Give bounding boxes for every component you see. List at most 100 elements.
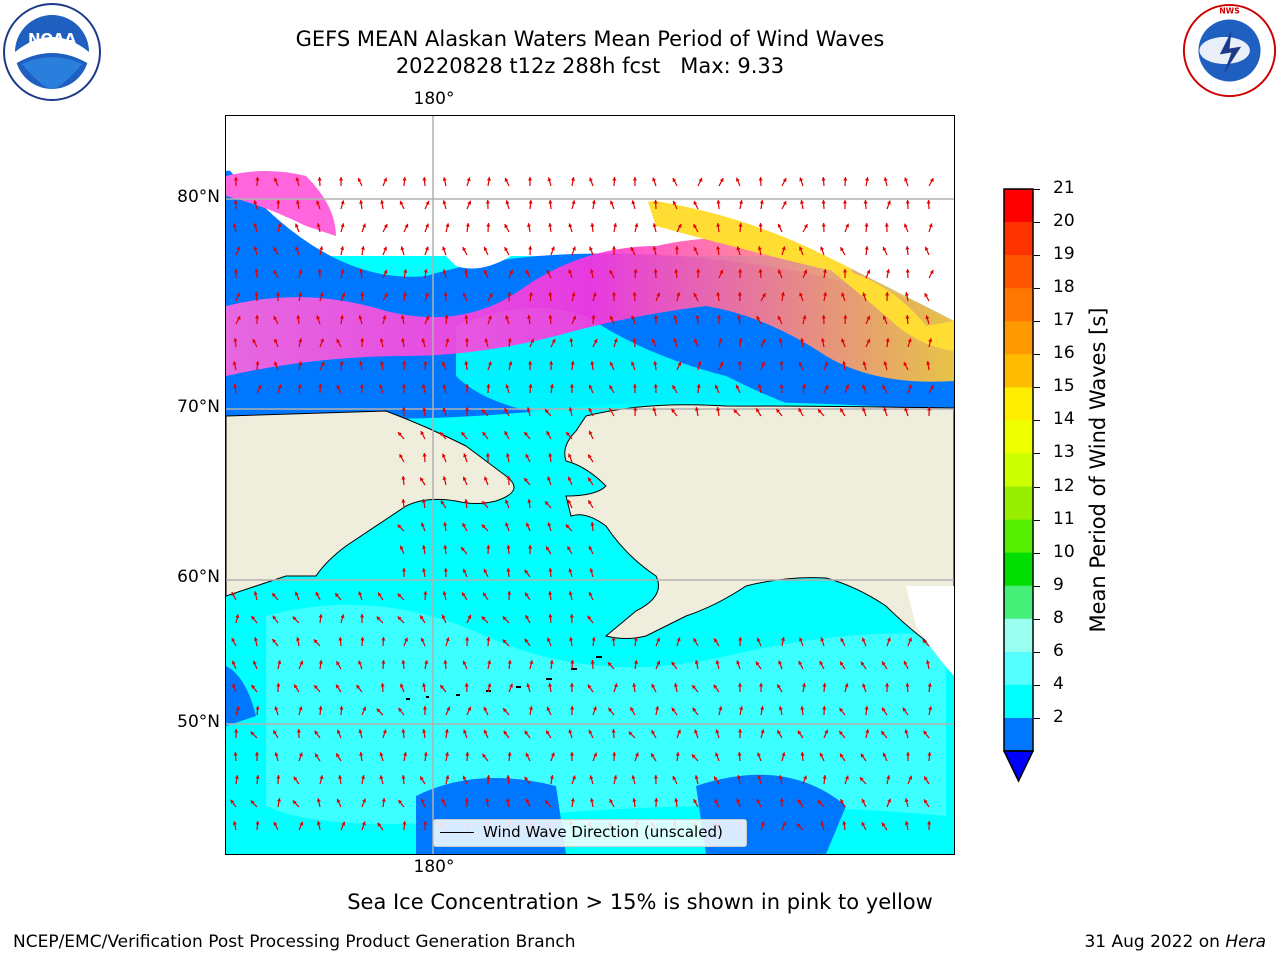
wave-arrow-head (840, 638, 845, 643)
wave-arrow-head (252, 660, 257, 665)
wave-arrow-head (782, 201, 787, 205)
colorbar-segment (1004, 222, 1033, 256)
wave-arrow-head (483, 269, 488, 274)
wave-arrow-head (801, 384, 807, 388)
wave-arrow-head (631, 361, 635, 366)
wave-arrow-head (509, 269, 514, 274)
wave-arrow-head (613, 223, 618, 227)
wave-arrow-head (882, 385, 887, 390)
wave-arrow-head (613, 338, 618, 343)
wave-arrow-head (716, 246, 721, 250)
wave-arrow-head (778, 660, 783, 665)
wave-arrow-head (715, 660, 720, 665)
wave-arrow-head (904, 729, 909, 734)
wave-arrow-head (548, 200, 553, 204)
colorbar-segment (1004, 387, 1033, 421)
wave-arrow-head (339, 361, 344, 365)
wave-arrow-head (839, 753, 844, 758)
wave-arrow-head (526, 407, 531, 412)
wave-arrow-head (570, 361, 575, 365)
colorbar-frame (1003, 188, 1034, 752)
wave-arrow-head (739, 706, 744, 710)
wave-arrow-head (401, 775, 406, 779)
wave-arrow-head (671, 661, 676, 666)
wave-arrow-head (737, 361, 742, 365)
wave-arrow-head (633, 637, 638, 641)
wave-arrow-head (799, 246, 803, 251)
wave-arrow-head (589, 775, 594, 780)
wave-arrow-head (505, 522, 510, 527)
wave-arrow-head (859, 777, 864, 782)
wave-arrow-head (524, 638, 529, 643)
wave-arrow-head (462, 292, 467, 297)
wave-arrow-head (676, 292, 681, 297)
wave-arrow-head (569, 637, 574, 641)
colorbar-segment (1004, 321, 1033, 355)
wave-arrow-head (840, 408, 844, 413)
wave-arrow-head (464, 499, 469, 503)
wave-arrow-head (738, 338, 743, 342)
wave-arrow-head (738, 223, 743, 227)
wave-arrow-head (404, 223, 409, 228)
wave-arrow-head (714, 384, 719, 389)
wave-arrow-head (820, 637, 825, 642)
wave-arrow-head (403, 269, 408, 274)
wave-arrow-head (761, 293, 766, 298)
wave-arrow-head (253, 223, 258, 228)
wave-arrow-head (382, 315, 387, 320)
wave-arrow-head (444, 729, 449, 733)
wave-arrow-head (798, 661, 803, 666)
wave-arrow-head (401, 476, 406, 480)
wave-arrow-head (589, 798, 595, 802)
colorbar-tick-label: 4 (1053, 673, 1064, 694)
wave-arrow-head (671, 707, 676, 712)
wave-arrow-head (820, 246, 825, 251)
wave-arrow-head (694, 338, 698, 343)
wave-arrow-head (421, 384, 426, 388)
wave-arrow-head (781, 246, 786, 251)
wave-arrow-head (718, 338, 723, 343)
wave-arrow-head (504, 431, 509, 436)
wave-arrow-head (464, 361, 469, 365)
wave-arrow-head (736, 246, 741, 251)
wave-arrow-head (550, 752, 555, 757)
lat-label-80n: 80°N (177, 187, 220, 207)
wave-arrow-head (673, 315, 678, 320)
wave-arrow-head (928, 338, 933, 343)
wave-arrow-head (671, 408, 676, 413)
wave-arrow-head (630, 707, 634, 712)
wave-arrow-head (887, 798, 892, 803)
wave-arrow-head (611, 246, 617, 250)
wave-arrow-head (736, 315, 742, 319)
wave-arrow-head (233, 269, 238, 273)
wave-arrow-head (633, 407, 638, 411)
wave-arrow-head (253, 591, 258, 596)
wave-arrow-head (569, 683, 574, 687)
wave-arrow-head (800, 752, 805, 756)
wave-arrow-head (820, 821, 825, 826)
wave-arrow-head (844, 683, 849, 688)
wave-arrow-head (401, 660, 406, 664)
wave-arrow-head (446, 706, 451, 711)
wave-arrow-head (569, 752, 575, 756)
wave-arrow-head (422, 729, 427, 733)
wave-arrow-head (402, 821, 407, 825)
wave-arrow-head (399, 545, 404, 550)
wave-arrow-head (571, 200, 576, 205)
wave-arrow-head (651, 338, 656, 343)
wave-arrow-head (821, 315, 826, 319)
wave-arrow-head (463, 729, 467, 734)
wave-arrow-head (588, 545, 593, 550)
wave-arrow-head (590, 361, 595, 365)
wave-arrow-head (236, 292, 241, 297)
wave-arrow-head (691, 754, 696, 759)
wave-arrow-head (719, 361, 724, 366)
wave-arrow-head (465, 407, 470, 411)
wave-arrow-head (546, 637, 551, 642)
wave-arrow-head (882, 315, 887, 320)
wave-arrow-head (298, 292, 303, 296)
noaa-logo-text: NOAA (28, 30, 77, 48)
wave-arrow-head (796, 823, 801, 828)
colorbar-label: Mean Period of Wind Waves [s] (1086, 307, 1110, 633)
wave-arrow-head (383, 293, 388, 298)
